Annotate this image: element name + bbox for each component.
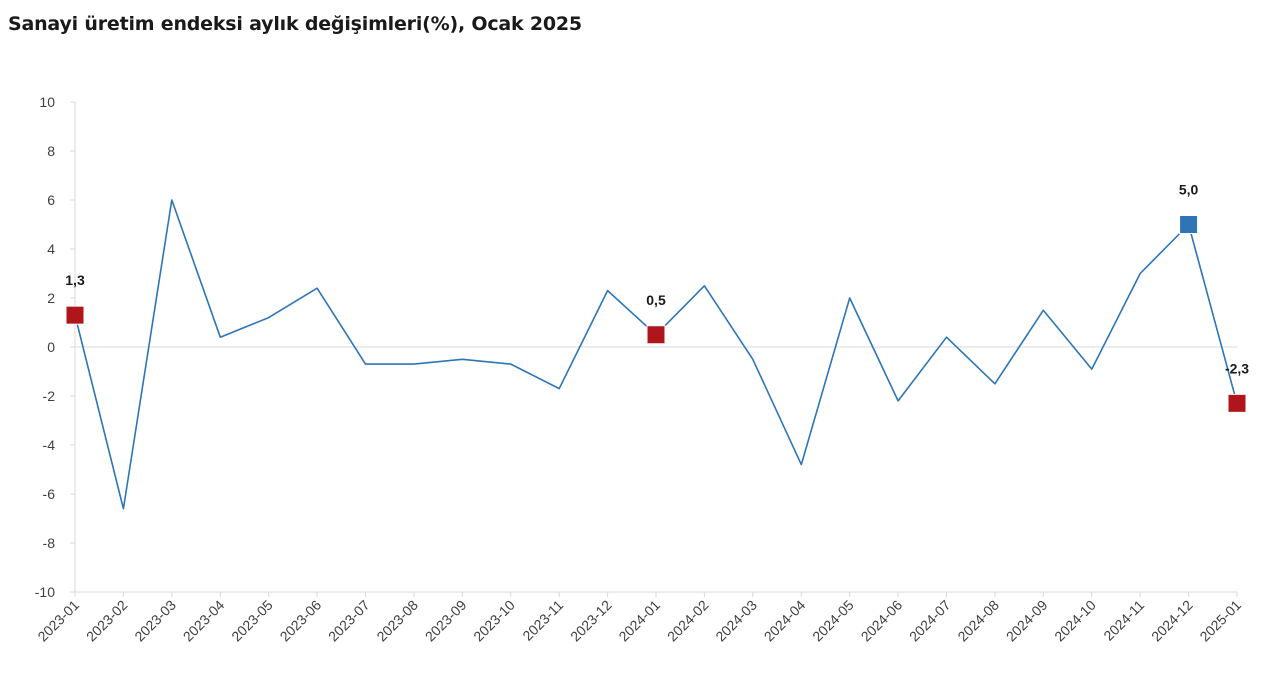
- x-tick-label: 2023-05: [228, 597, 276, 645]
- x-tick-label: 2024-02: [664, 597, 712, 645]
- x-tick-label: 2024-07: [906, 597, 954, 645]
- x-tick-label: 2023-01: [34, 597, 82, 645]
- highlight-marker: [65, 305, 85, 325]
- x-tick-label: 2023-03: [131, 597, 179, 645]
- y-tick-label: 0: [47, 339, 55, 355]
- y-tick-label: 10: [39, 94, 55, 110]
- y-tick-label: -4: [43, 437, 56, 453]
- y-tick-label: -10: [35, 584, 55, 600]
- x-tick-labels: 2023-01 2023-02 2023-03 2023-04 2023-05 2023-…: [34, 597, 1244, 645]
- x-tick-label: 2024-10: [1051, 597, 1099, 645]
- data-label: 5,0: [1179, 182, 1199, 198]
- x-tick-label: 2023-04: [180, 597, 228, 645]
- x-tick-label: 2024-11: [1100, 597, 1147, 644]
- data-labels: 1,3 0,5 5,0 -2,3: [65, 182, 1249, 377]
- y-tick-label: 4: [47, 241, 55, 257]
- y-tick-label: -8: [43, 535, 56, 551]
- x-tick-label: 2025-01: [1196, 597, 1244, 645]
- y-tick-label: 6: [47, 192, 55, 208]
- x-tick-label: 2023-08: [373, 597, 421, 645]
- highlight-marker: [1179, 215, 1199, 234]
- x-tick-label: 2024-09: [1003, 597, 1051, 645]
- highlight-marker: [1227, 393, 1247, 413]
- x-tick-label: 2024-04: [761, 597, 809, 645]
- data-label: 0,5: [646, 292, 666, 308]
- y-tick-label: -6: [43, 486, 56, 502]
- x-tick-label: 2024-03: [712, 597, 760, 645]
- x-tick-label: 2023-10: [470, 597, 518, 645]
- chart-title: Sanayi üretim endeksi aylık değişimleri(…: [8, 13, 582, 35]
- series: [74, 199, 1238, 510]
- y-tick-label: -2: [43, 388, 56, 404]
- x-tick-label: 2024-06: [858, 597, 906, 645]
- x-tick-label: 2023-12: [567, 597, 615, 645]
- highlight-markers: [65, 215, 1247, 413]
- data-label: -2,3: [1225, 360, 1249, 376]
- x-tick-label: 2024-08: [954, 597, 1002, 645]
- x-tick-label: 2023-07: [325, 597, 373, 645]
- x-tick-label: 2023-06: [277, 597, 325, 645]
- y-tick-labels: 10 8 6 4 2 0 -2 -4 -6 -8 -10: [35, 94, 55, 600]
- y-tick-label: 8: [47, 143, 55, 159]
- data-label: 1,3: [65, 272, 85, 288]
- x-tick-label: 2023-02: [83, 597, 131, 645]
- highlight-marker: [646, 325, 666, 345]
- x-tick-label: 2024-01: [615, 597, 663, 645]
- x-tick-label: 2023-11: [519, 597, 566, 644]
- series-line: [74, 199, 1238, 510]
- x-tick-label: 2024-12: [1148, 597, 1196, 645]
- axes: [70, 101, 1238, 597]
- x-tick-label: 2024-05: [809, 597, 857, 645]
- x-tick-label: 2023-09: [422, 597, 470, 645]
- y-tick-label: 2: [47, 290, 55, 306]
